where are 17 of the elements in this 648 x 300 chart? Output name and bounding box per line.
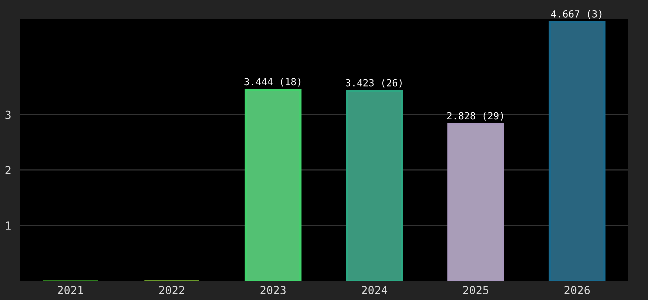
bar — [448, 123, 504, 281]
y-tick-label: 1 — [6, 222, 11, 230]
x-tick-label: 2025 — [463, 286, 488, 295]
data-label: 2.828 (29) — [447, 112, 504, 121]
data-label: 3.444 (18) — [244, 78, 301, 87]
bar — [244, 89, 302, 281]
x-tick-label: 2022 — [159, 286, 184, 295]
x-tick-label: 2024 — [362, 286, 388, 295]
y-tick-label: 2 — [6, 166, 11, 174]
y-tick-label: 3 — [6, 110, 11, 120]
data-label: 3.423 (26) — [346, 79, 402, 88]
data-label: 4.667 (3) — [551, 10, 602, 19]
x-tick-label: 2021 — [58, 286, 84, 295]
bar — [548, 21, 606, 281]
x-tick-label: 2023 — [260, 286, 286, 295]
x-tick-label: 2026 — [564, 286, 590, 295]
bar — [346, 90, 404, 281]
